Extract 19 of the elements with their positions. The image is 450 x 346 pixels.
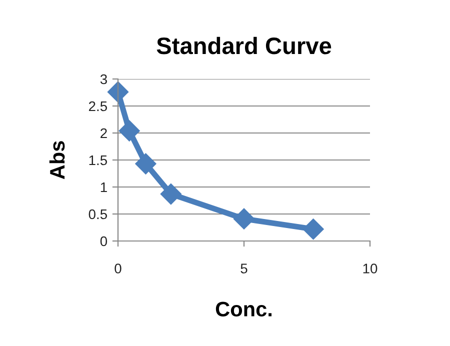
y-tick-label: 0	[100, 236, 108, 246]
point	[107, 81, 129, 102]
y-axis-title: Abs	[49, 141, 65, 180]
x-tick-label: 10	[363, 264, 378, 274]
point	[233, 208, 255, 230]
y-tick-label: 1	[100, 182, 107, 192]
y-tick-label: 2	[100, 128, 107, 138]
y-tick-label: 0.5	[88, 209, 108, 220]
point	[135, 153, 156, 174]
point	[118, 120, 140, 142]
y-tick-label: 2.5	[88, 101, 108, 112]
y-tick-label: 3	[100, 74, 107, 84]
chart-title: Standard Curve	[156, 36, 332, 54]
y-tick-label: 1.5	[89, 155, 108, 166]
x-tick-label: 0	[114, 264, 122, 274]
point	[302, 218, 324, 240]
x-tick-label: 5	[240, 264, 248, 274]
x-axis-title: Conc.	[216, 302, 272, 316]
point	[160, 184, 182, 205]
